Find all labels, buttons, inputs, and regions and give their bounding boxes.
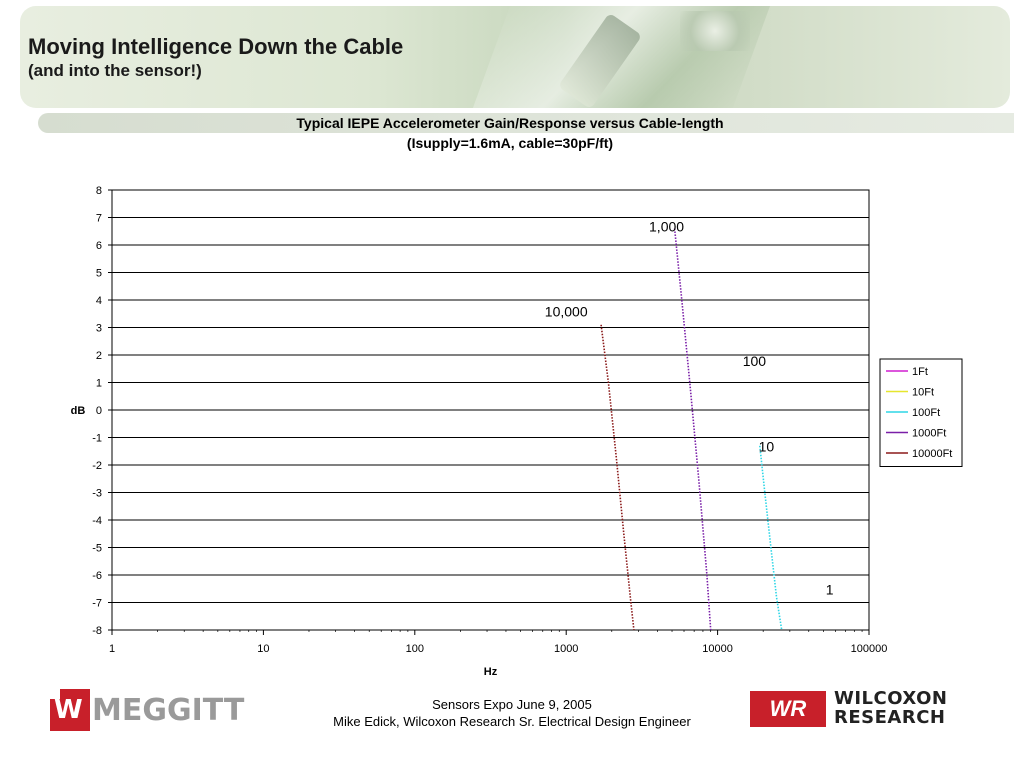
x-tick-label: 100	[406, 643, 424, 655]
x-tick-label: 100000	[851, 643, 888, 655]
y-tick-label: 6	[96, 240, 102, 252]
legend-label: 10000Ft	[912, 448, 952, 460]
annotation-label: 1	[826, 581, 834, 597]
chart-subtitle: (Isupply=1.6mA, cable=30pF/ft)	[406, 135, 614, 151]
wilcoxon-logo-mark: WR	[750, 691, 826, 727]
wilcoxon-logo-text: WILCOXON RESEARCH	[834, 688, 948, 728]
banner-decoration	[680, 11, 750, 51]
x-tick-label: 10	[257, 643, 269, 655]
y-tick-label: 5	[96, 268, 102, 280]
y-tick-label: -1	[92, 433, 102, 445]
meggitt-logo: W MEGGITT	[50, 689, 275, 731]
meggitt-logo-text: MEGGITT	[92, 693, 245, 728]
y-tick-label: -8	[92, 625, 102, 637]
y-tick-label: 4	[96, 295, 102, 307]
wilcoxon-logo: WR WILCOXON RESEARCH	[750, 689, 980, 731]
annotation-label: 100	[743, 353, 767, 369]
y-tick-label: 3	[96, 323, 102, 335]
x-tick-label: 1	[109, 643, 115, 655]
legend-label: 10Ft	[912, 387, 934, 399]
header-banner	[20, 6, 1010, 108]
y-tick-label: -2	[92, 460, 102, 472]
y-tick-label: 0	[96, 405, 102, 417]
header-subbar	[38, 113, 1014, 133]
chart-title: Typical IEPE Accelerometer Gain/Response…	[296, 115, 724, 131]
legend-label: 1Ft	[912, 366, 928, 378]
series-line-100ft	[759, 445, 783, 631]
annotation-label: 1,000	[649, 218, 684, 234]
y-tick-label: -5	[92, 543, 102, 555]
x-tick-label: 1000	[554, 643, 578, 655]
y-tick-label: 7	[96, 213, 102, 225]
y-tick-label: -4	[92, 515, 102, 527]
legend-label: 100Ft	[912, 407, 940, 419]
footer-author-line: Mike Edick, Wilcoxon Research Sr. Electr…	[333, 714, 691, 729]
slide-subtitle: (and into the sensor!)	[28, 61, 202, 80]
slide-title: Moving Intelligence Down the Cable	[28, 34, 404, 59]
footer-event-line: Sensors Expo June 9, 2005	[432, 697, 592, 712]
y-tick-label: -3	[92, 488, 102, 500]
legend-label: 1000Ft	[912, 428, 946, 440]
annotation-label: 10,000	[545, 304, 588, 320]
meggitt-logo-mark: W	[50, 689, 90, 731]
series-line-1000ft	[673, 228, 712, 631]
y-tick-label: -6	[92, 570, 102, 582]
y-tick-label: 1	[96, 378, 102, 390]
series-line-10000ft	[600, 324, 635, 631]
x-axis-label: Hz	[484, 666, 498, 678]
annotation-label: 10	[759, 438, 775, 454]
y-axis-label: dB	[71, 405, 86, 417]
y-tick-label: -7	[92, 598, 102, 610]
y-tick-label: 2	[96, 350, 102, 362]
y-tick-label: 8	[96, 185, 102, 197]
x-tick-label: 10000	[702, 643, 733, 655]
